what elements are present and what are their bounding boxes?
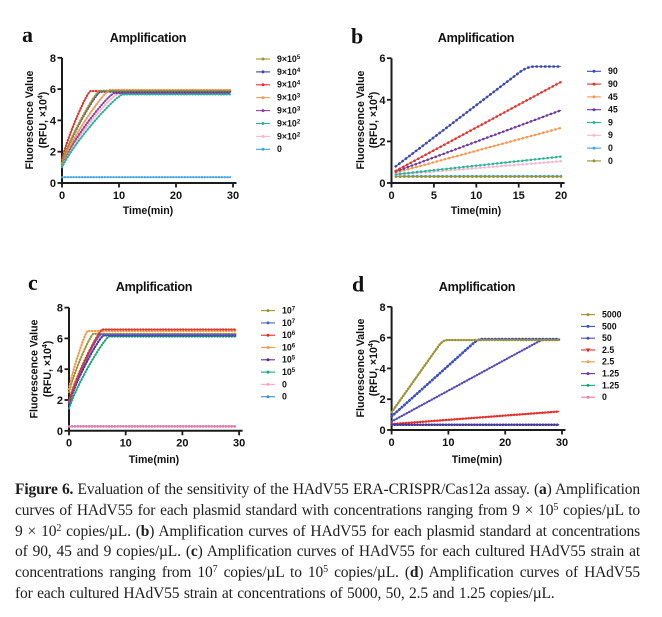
svg-text:20: 20 bbox=[170, 190, 182, 202]
svg-text:4: 4 bbox=[57, 364, 64, 376]
svg-text:0: 0 bbox=[282, 379, 287, 389]
svg-text:1.25: 1.25 bbox=[602, 380, 619, 390]
svg-text:9×104: 9×104 bbox=[277, 67, 301, 77]
svg-text:0: 0 bbox=[608, 143, 613, 153]
svg-text:500: 500 bbox=[602, 321, 617, 331]
svg-text:10: 10 bbox=[470, 190, 482, 202]
svg-text:50: 50 bbox=[602, 333, 612, 343]
svg-text:45: 45 bbox=[608, 105, 618, 115]
svg-text:Fluorescence Value: Fluorescence Value bbox=[355, 70, 367, 169]
svg-text:20: 20 bbox=[176, 438, 188, 450]
svg-text:6: 6 bbox=[57, 333, 63, 345]
svg-text:0: 0 bbox=[388, 190, 394, 202]
svg-text:20: 20 bbox=[499, 437, 511, 449]
svg-text:a: a bbox=[22, 22, 33, 47]
svg-text:9×103: 9×103 bbox=[277, 106, 301, 116]
svg-text:0: 0 bbox=[379, 425, 385, 437]
svg-text:105: 105 bbox=[282, 355, 296, 365]
svg-text:0: 0 bbox=[59, 190, 65, 202]
svg-text:30: 30 bbox=[227, 190, 239, 202]
svg-text:0: 0 bbox=[608, 156, 613, 166]
svg-text:c: c bbox=[28, 270, 38, 295]
svg-text:9×105: 9×105 bbox=[277, 54, 301, 64]
svg-text:d: d bbox=[352, 272, 364, 297]
svg-text:9×102: 9×102 bbox=[277, 118, 301, 128]
svg-text:8: 8 bbox=[57, 303, 63, 315]
svg-text:Fluorescence Value: Fluorescence Value bbox=[29, 319, 41, 418]
svg-text:90: 90 bbox=[608, 66, 618, 76]
svg-text:9: 9 bbox=[608, 130, 613, 140]
svg-text:(RFU, ×104): (RFU, ×104) bbox=[42, 341, 54, 398]
svg-text:15: 15 bbox=[513, 190, 525, 202]
svg-text:Time(min): Time(min) bbox=[129, 454, 179, 466]
svg-text:0: 0 bbox=[50, 178, 56, 190]
svg-text:2.5: 2.5 bbox=[602, 345, 614, 355]
svg-text:0: 0 bbox=[277, 144, 282, 154]
svg-text:Amplification: Amplification bbox=[110, 31, 187, 45]
svg-text:2: 2 bbox=[379, 136, 385, 148]
svg-text:5000: 5000 bbox=[602, 310, 622, 320]
svg-text:10: 10 bbox=[120, 438, 132, 450]
svg-text:6: 6 bbox=[379, 53, 385, 65]
svg-text:0: 0 bbox=[389, 437, 395, 449]
svg-text:107: 107 bbox=[282, 306, 296, 316]
svg-text:10: 10 bbox=[113, 190, 125, 202]
svg-text:Amplification: Amplification bbox=[439, 280, 516, 294]
svg-text:2.5: 2.5 bbox=[602, 357, 614, 367]
svg-text:0: 0 bbox=[282, 392, 287, 402]
svg-text:30: 30 bbox=[556, 437, 568, 449]
svg-text:20: 20 bbox=[555, 190, 567, 202]
svg-text:0: 0 bbox=[66, 438, 72, 450]
svg-text:1.25: 1.25 bbox=[602, 369, 619, 379]
svg-text:30: 30 bbox=[233, 438, 245, 450]
svg-text:(RFU, ×104): (RFU, ×104) bbox=[368, 340, 380, 397]
svg-text:6: 6 bbox=[50, 84, 56, 96]
svg-text:Time(min): Time(min) bbox=[452, 454, 502, 466]
svg-text:Amplification: Amplification bbox=[438, 31, 515, 45]
svg-text:45: 45 bbox=[608, 92, 618, 102]
svg-text:(RFU, ×104): (RFU, ×104) bbox=[368, 92, 380, 149]
svg-text:2: 2 bbox=[379, 394, 385, 406]
svg-text:Amplification: Amplification bbox=[116, 280, 193, 294]
svg-text:2: 2 bbox=[50, 147, 56, 159]
svg-text:10: 10 bbox=[442, 437, 454, 449]
svg-text:0: 0 bbox=[379, 178, 385, 190]
svg-text:9: 9 bbox=[608, 117, 613, 127]
svg-text:8: 8 bbox=[379, 302, 385, 314]
svg-text:Time(min): Time(min) bbox=[451, 205, 501, 217]
svg-text:9×103: 9×103 bbox=[277, 93, 301, 103]
svg-text:Fluorescence Value: Fluorescence Value bbox=[355, 318, 367, 417]
svg-text:4: 4 bbox=[50, 115, 57, 127]
svg-text:0: 0 bbox=[602, 392, 607, 402]
svg-text:0: 0 bbox=[57, 426, 63, 438]
svg-text:105: 105 bbox=[282, 367, 296, 377]
svg-text:4: 4 bbox=[379, 95, 386, 107]
svg-text:90: 90 bbox=[608, 79, 618, 89]
svg-text:5: 5 bbox=[431, 190, 437, 202]
svg-text:107: 107 bbox=[282, 318, 296, 328]
svg-text:9×104: 9×104 bbox=[277, 80, 301, 90]
svg-text:b: b bbox=[351, 24, 363, 49]
svg-text:Fluorescence Value: Fluorescence Value bbox=[24, 70, 36, 169]
svg-text:2: 2 bbox=[57, 395, 63, 407]
svg-text:106: 106 bbox=[282, 330, 296, 340]
svg-text:4: 4 bbox=[379, 363, 386, 375]
svg-text:8: 8 bbox=[50, 53, 56, 65]
svg-text:Time(min): Time(min) bbox=[123, 205, 173, 217]
svg-text:9×102: 9×102 bbox=[277, 131, 301, 141]
svg-text:(RFU, ×104): (RFU, ×104) bbox=[38, 92, 50, 149]
svg-text:6: 6 bbox=[379, 333, 385, 345]
svg-text:106: 106 bbox=[282, 342, 296, 352]
